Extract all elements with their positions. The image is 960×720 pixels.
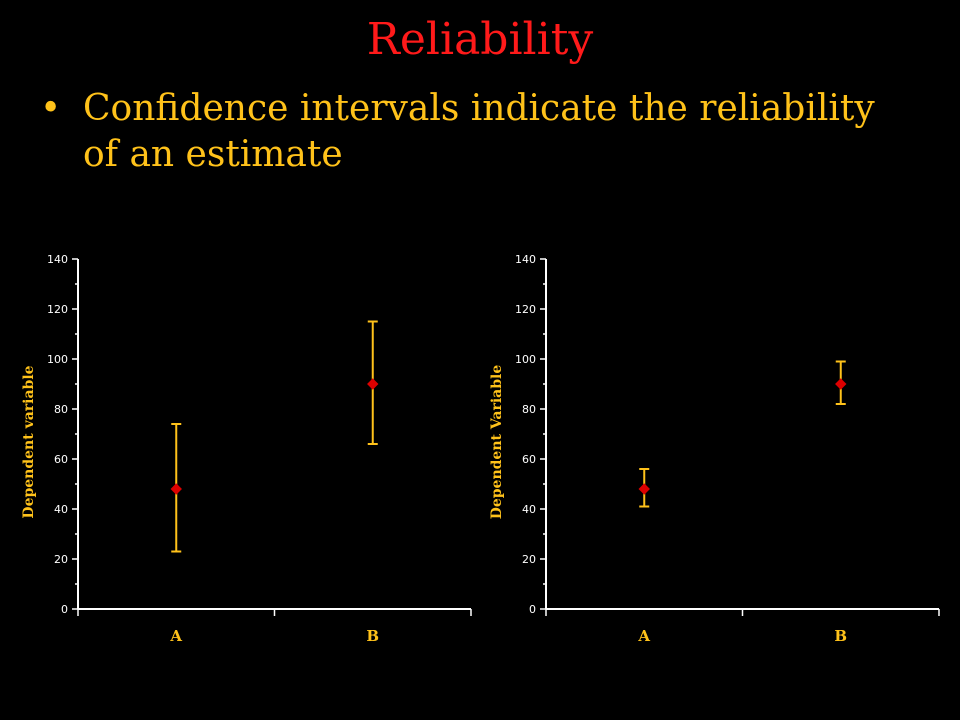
- chart1-y-tick-label: 100: [47, 353, 68, 366]
- bullet-text: Confidence intervals indicate the reliab…: [83, 88, 875, 175]
- chart1-y-tick-label: 40: [54, 503, 68, 516]
- chart1-y-tick-label: 140: [47, 253, 68, 266]
- chart1-category-label: A: [169, 627, 182, 645]
- chart1-category-label: B: [366, 627, 379, 645]
- chart2-y-tick-label: 80: [522, 403, 536, 416]
- chart2-category-label: B: [834, 627, 847, 645]
- chart1-data-point: [367, 378, 379, 390]
- chart2-y-tick-label: 60: [522, 453, 536, 466]
- chart1-data-point: [170, 483, 182, 495]
- chart1-y-tick-label: 60: [54, 453, 68, 466]
- chart2-data-point: [638, 483, 650, 495]
- chart2-category-label: A: [637, 627, 650, 645]
- chart2-y-tick-label: 20: [522, 553, 536, 566]
- chart2-y-axis-title: Dependent Variable: [489, 365, 505, 520]
- chart2-y-tick-label: 40: [522, 503, 536, 516]
- chart1-y-tick-label: 80: [54, 403, 68, 416]
- chart2-data-point: [835, 378, 847, 390]
- slide-title: Reliability: [366, 14, 594, 65]
- bullet-marker: •: [40, 88, 62, 129]
- chart1-y-tick-label: 20: [54, 553, 68, 566]
- chart2-y-tick-label: 140: [515, 253, 536, 266]
- chart2-y-tick-label: 100: [515, 353, 536, 366]
- chart1-y-axis-title: Dependent variable: [21, 365, 37, 518]
- chart2-y-tick-label: 0: [529, 603, 536, 616]
- chart1-y-tick-label: 120: [47, 303, 68, 316]
- chart2-y-tick-label: 120: [515, 303, 536, 316]
- chart1-y-tick-label: 0: [61, 603, 68, 616]
- bullet-item: • Confidence intervals indicate the reli…: [40, 86, 920, 178]
